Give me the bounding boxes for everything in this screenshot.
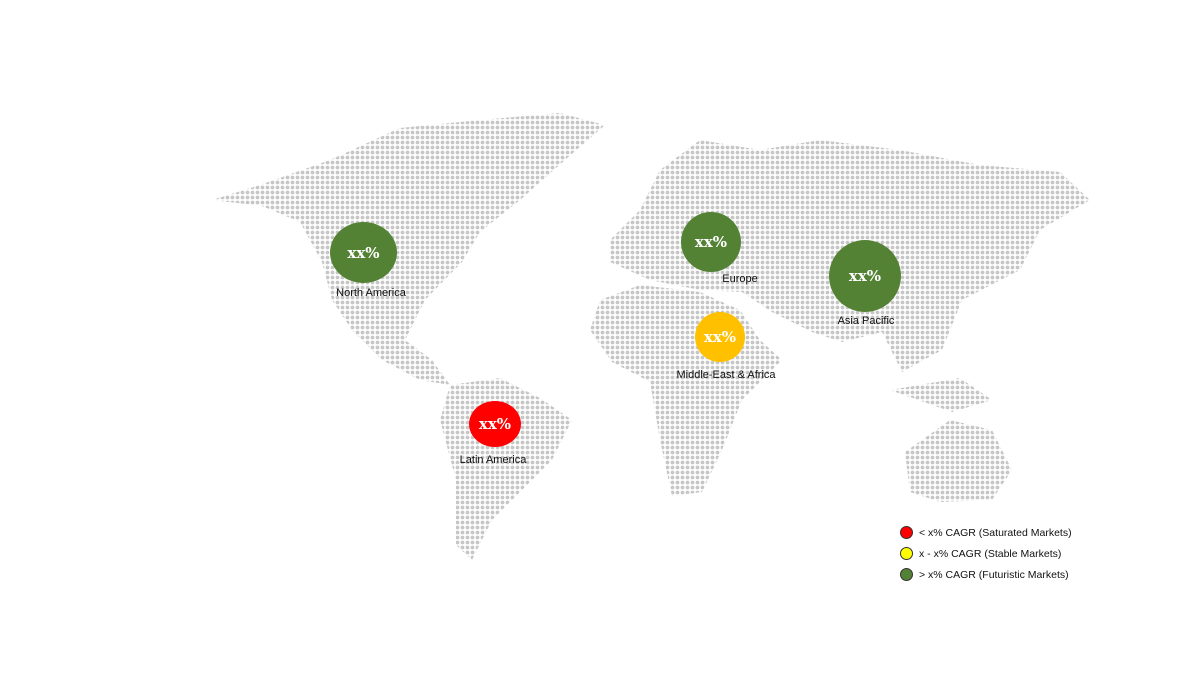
continent-africa	[590, 285, 782, 496]
legend-item-stable: x - x% CAGR (Stable Markets)	[900, 543, 1072, 564]
continent-southeast-asia	[890, 378, 992, 412]
bubble-north-america: xx%	[330, 222, 397, 283]
label-latin-america: Latin America	[459, 454, 527, 466]
label-europe: Europe	[722, 273, 758, 285]
continent-north-america	[212, 113, 605, 385]
yellow-dot-icon	[900, 547, 913, 560]
continent-australia	[905, 420, 1012, 502]
legend-label: < x% CAGR (Saturated Markets)	[919, 526, 1072, 539]
label-asia-pacific: Asia Pacific	[837, 315, 895, 327]
legend-label: > x% CAGR (Futuristic Markets)	[919, 568, 1069, 581]
bubble-middle-east-africa: xx%	[695, 312, 745, 362]
bubble-latin-america: xx%	[469, 401, 521, 447]
legend-item-saturated: < x% CAGR (Saturated Markets)	[900, 522, 1072, 543]
bubble-asia-pacific: xx%	[829, 240, 901, 312]
red-dot-icon	[900, 526, 913, 539]
legend-label: x - x% CAGR (Stable Markets)	[919, 547, 1062, 560]
label-middle-east-africa: Middle-East & Africa	[676, 369, 776, 381]
legend-item-futuristic: > x% CAGR (Futuristic Markets)	[900, 564, 1072, 585]
legend: < x% CAGR (Saturated Markets) x - x% CAG…	[900, 522, 1072, 585]
bubble-europe: xx%	[681, 212, 741, 272]
label-north-america: North America	[336, 287, 406, 299]
green-dot-icon	[900, 568, 913, 581]
